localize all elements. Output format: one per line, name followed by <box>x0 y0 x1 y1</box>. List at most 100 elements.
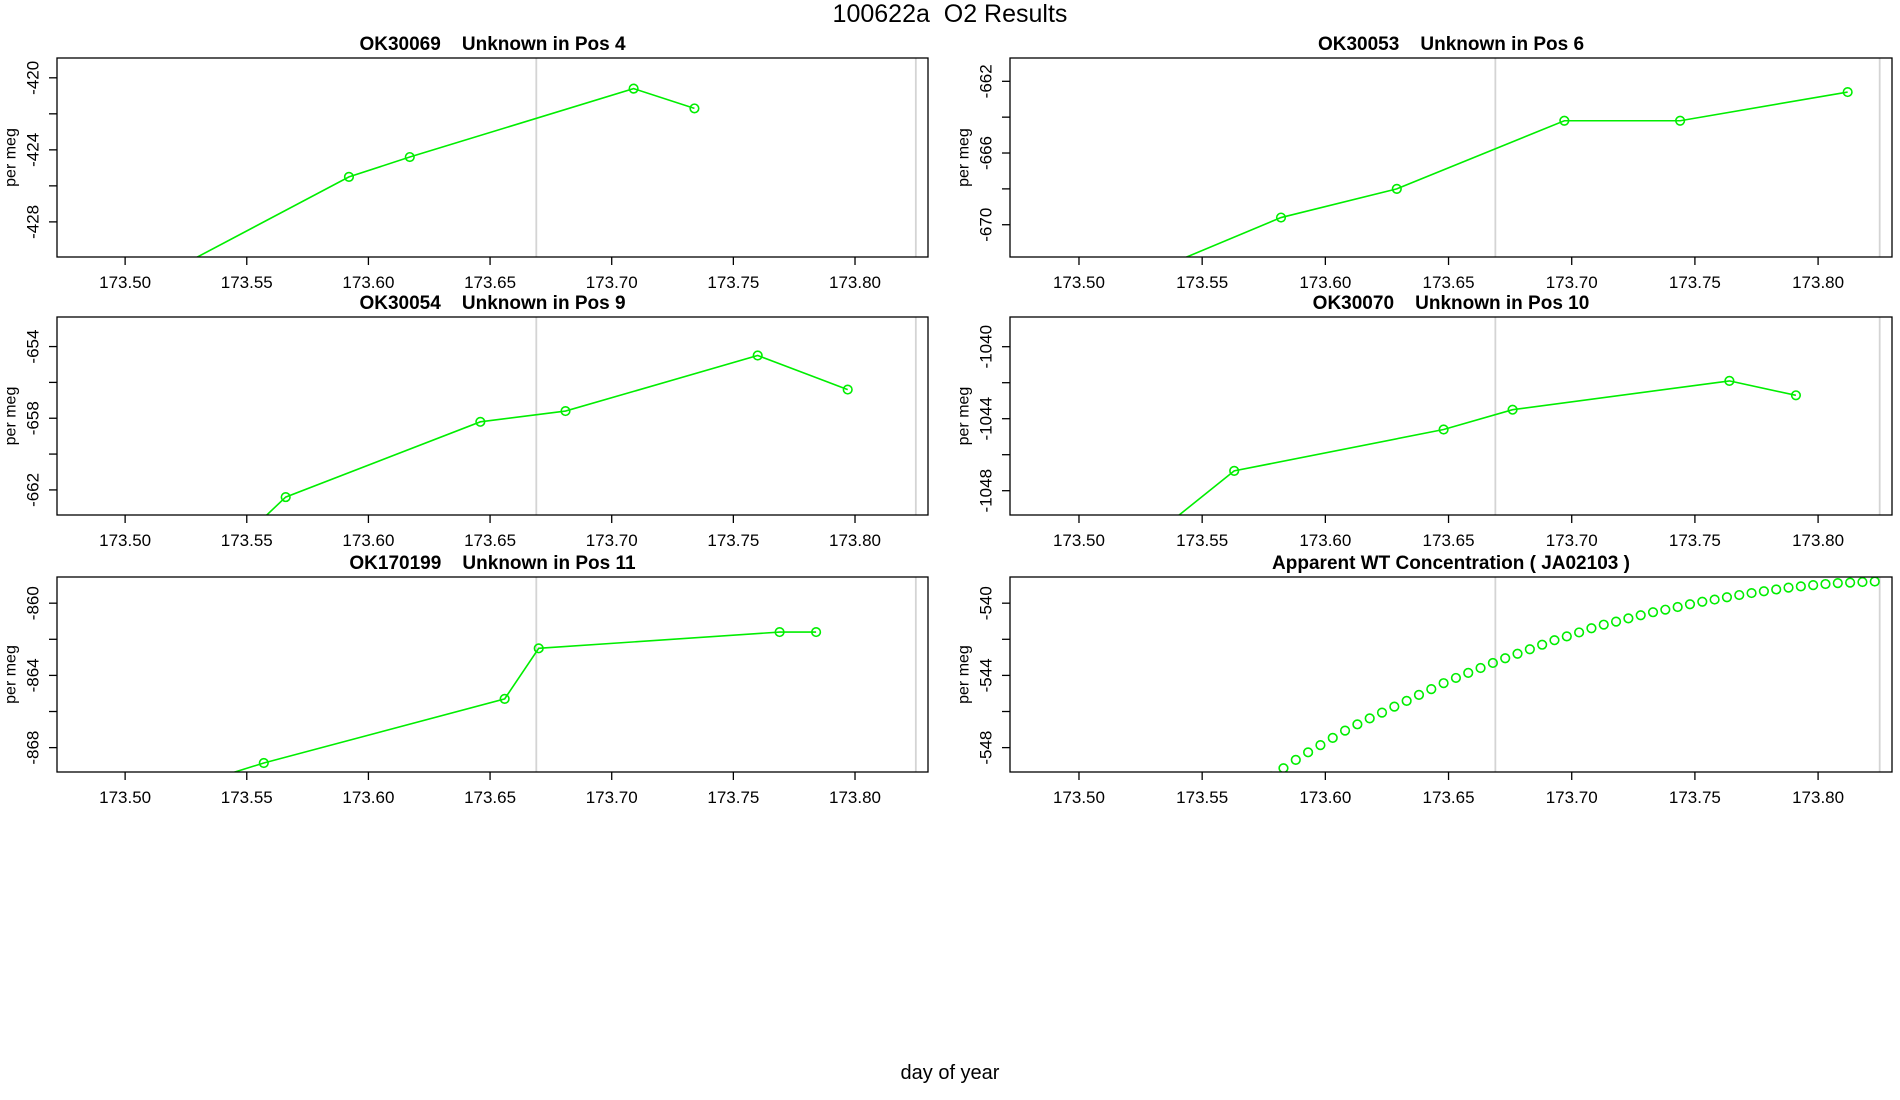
y-axis-label: per meg <box>3 645 20 704</box>
x-tick-label: 173.80 <box>829 788 881 807</box>
data-point-marker <box>1537 639 1548 650</box>
data-point-marker <box>280 491 291 503</box>
x-tick-label: 173.75 <box>707 531 759 550</box>
data-point-marker <box>404 151 415 163</box>
data-point-marker <box>1339 725 1351 736</box>
data-point-marker <box>1623 613 1634 624</box>
x-tick-label: 173.75 <box>1669 273 1721 292</box>
y-axis-label: per meg <box>3 128 20 187</box>
figure-title: 100622a O2 Results <box>832 0 1068 28</box>
panel-border <box>1009 57 1893 258</box>
x-tick-label: 173.50 <box>99 531 151 550</box>
series-line <box>195 87 695 257</box>
data-point-marker <box>1842 86 1853 98</box>
data-point-marker <box>1635 610 1646 621</box>
x-tick-label: 173.60 <box>342 788 394 807</box>
data-point-marker <box>628 83 639 94</box>
series-ok30053 <box>1184 86 1853 257</box>
x-tick-label: 173.75 <box>1669 788 1721 807</box>
data-point-marker <box>1438 424 1449 435</box>
panel-title: OK30070 Unknown in Pos 10 <box>1313 293 1590 314</box>
y-axis-label: per meg <box>956 645 973 704</box>
x-tick-label: 173.80 <box>1792 788 1844 807</box>
data-point-marker <box>1709 594 1720 605</box>
series-line <box>232 631 817 772</box>
x-tick-label: 173.65 <box>1423 273 1475 292</box>
data-point-marker <box>1684 599 1696 610</box>
x-tick-label: 173.65 <box>1423 531 1475 550</box>
series-ok30070 <box>1154 375 1802 537</box>
x-tick-label: 173.55 <box>1176 788 1228 807</box>
data-point-marker <box>1450 672 1462 684</box>
data-point-marker <box>1401 695 1412 706</box>
y-axis-label: per meg <box>3 387 20 446</box>
y-tick-label: -548 <box>977 731 996 765</box>
data-point-marker <box>1512 648 1523 659</box>
panel-border <box>1009 576 1893 773</box>
data-point-marker <box>1524 644 1535 655</box>
data-point-marker <box>1795 581 1806 592</box>
data-point-marker <box>1857 577 1868 588</box>
data-point-marker <box>1561 631 1572 642</box>
data-point-marker <box>810 626 822 638</box>
data-point-marker <box>1413 689 1425 701</box>
x-tick-label: 173.70 <box>586 273 638 292</box>
panel-title: OK170199 Unknown in Pos 11 <box>349 553 636 574</box>
series-ok170199 <box>232 626 822 772</box>
panel-border <box>56 57 929 258</box>
data-point-marker <box>1832 578 1843 589</box>
data-point-marker <box>1229 465 1240 477</box>
panel-ja02103: 173.50 173.55 173.60 173.65 173.70 173.75 173.… <box>956 553 1893 807</box>
data-point-marker <box>1783 582 1794 593</box>
y-tick-label: -864 <box>24 658 43 692</box>
data-point-marker <box>1808 580 1819 591</box>
data-point-marker <box>1790 390 1802 401</box>
x-tick-label: 173.50 <box>1053 788 1105 807</box>
data-point-marker <box>1758 586 1769 597</box>
x-tick-label: 173.55 <box>1176 273 1228 292</box>
x-tick-label: 173.65 <box>464 531 516 550</box>
data-point-marker <box>1820 578 1831 590</box>
data-point-marker <box>258 757 269 769</box>
data-point-marker <box>1746 587 1757 599</box>
x-tick-label: 173.55 <box>221 531 273 550</box>
data-point-marker <box>1869 577 1880 587</box>
data-point-marker <box>1278 763 1289 772</box>
x-tick-label: 173.65 <box>464 788 516 807</box>
data-point-marker <box>1672 601 1683 613</box>
data-point-marker <box>1549 635 1560 646</box>
data-point-marker <box>499 693 510 704</box>
x-tick-label: 173.60 <box>1299 273 1351 292</box>
x-tick-label: 173.50 <box>1053 531 1105 550</box>
x-tick-label: 173.55 <box>221 788 273 807</box>
data-point-marker <box>533 643 544 654</box>
data-point-marker <box>1559 115 1570 126</box>
y-tick-label: -860 <box>24 586 43 620</box>
x-tick-label: 173.80 <box>1792 531 1844 550</box>
data-point-marker <box>475 416 486 427</box>
data-point-marker <box>1610 616 1622 627</box>
x-tick-label: 173.75 <box>707 788 759 807</box>
panel-title: OK30054 Unknown in Pos 9 <box>359 293 625 314</box>
data-point-marker <box>1475 662 1486 674</box>
data-point-marker <box>1290 754 1301 766</box>
data-point-marker <box>1598 619 1609 630</box>
data-point-marker <box>1154 528 1163 537</box>
data-point-marker <box>1647 607 1659 618</box>
data-point-marker <box>1771 584 1782 595</box>
series-line <box>1184 91 1848 257</box>
data-point-marker <box>1391 183 1402 194</box>
x-tick-label: 173.60 <box>342 273 394 292</box>
x-tick-label: 173.55 <box>1176 531 1228 550</box>
panel-border <box>56 576 929 773</box>
x-tick-label: 173.70 <box>586 531 638 550</box>
data-point-marker <box>1268 771 1274 772</box>
data-point-marker <box>774 626 785 638</box>
x-tick-label: 173.70 <box>586 788 638 807</box>
x-tick-label: 173.65 <box>464 273 516 292</box>
panel-ok170199: 173.50 173.55 173.60 173.65 173.70 173.75 173.… <box>3 553 929 807</box>
series-ok30054 <box>265 350 853 515</box>
x-tick-label: 173.55 <box>221 273 273 292</box>
y-tick-label: -1040 <box>977 325 996 368</box>
